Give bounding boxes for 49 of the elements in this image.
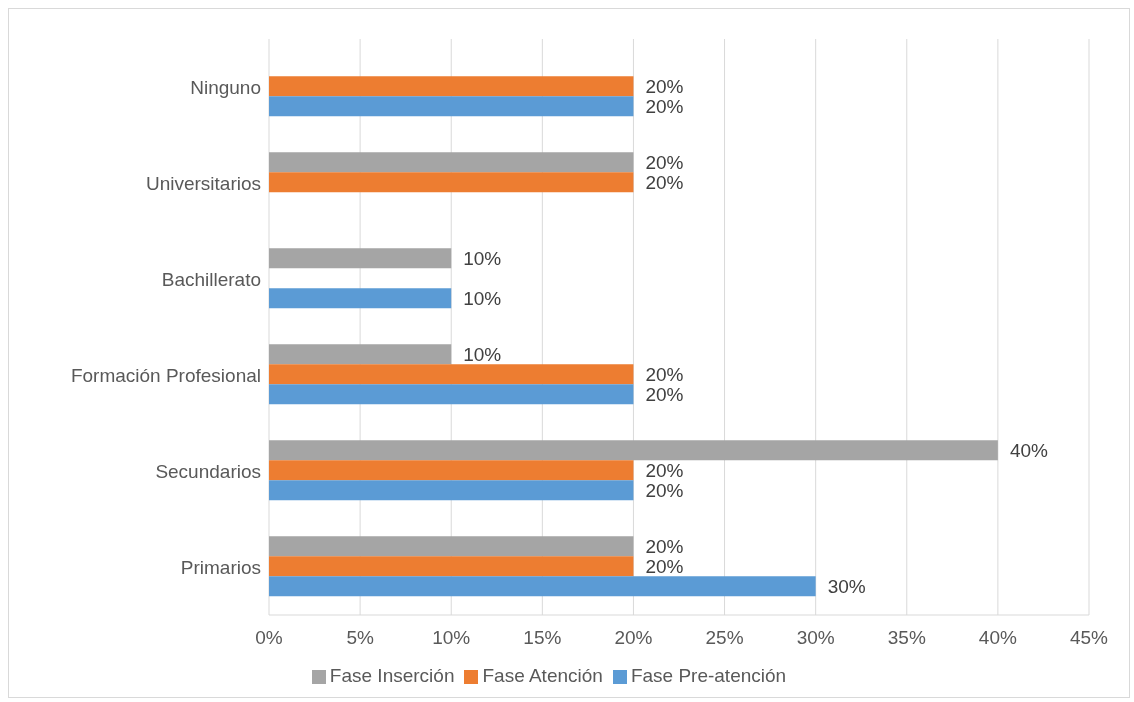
bar bbox=[269, 344, 452, 365]
bar bbox=[269, 384, 634, 405]
bar bbox=[269, 536, 634, 557]
x-tick-label: 30% bbox=[796, 627, 835, 649]
bar bbox=[269, 460, 634, 481]
data-label: 20% bbox=[645, 536, 684, 558]
bar bbox=[269, 440, 998, 461]
bar bbox=[269, 152, 634, 173]
x-tick-label: 10% bbox=[432, 627, 471, 649]
data-label: 10% bbox=[463, 344, 502, 366]
legend-label: Fase Pre-atención bbox=[630, 665, 787, 686]
x-tick-label: 20% bbox=[614, 627, 653, 649]
bar bbox=[269, 76, 634, 97]
x-tick-label: 40% bbox=[978, 627, 1018, 649]
data-label: 20% bbox=[645, 172, 684, 194]
bar bbox=[269, 576, 816, 597]
data-label: 10% bbox=[463, 248, 502, 270]
y-tick-label: Primarios bbox=[180, 556, 261, 578]
x-tick-label: 15% bbox=[523, 627, 562, 649]
y-tick-label: Formación Profesional bbox=[70, 364, 261, 386]
data-label: 20% bbox=[645, 152, 684, 174]
x-tick-label: 45% bbox=[1069, 627, 1109, 649]
y-tick-label: Universitarios bbox=[145, 172, 261, 194]
data-label: 40% bbox=[1009, 440, 1049, 462]
data-label: 20% bbox=[645, 96, 684, 118]
data-label: 20% bbox=[645, 556, 684, 578]
x-tick-label: 35% bbox=[887, 627, 926, 649]
data-label: 20% bbox=[645, 480, 684, 502]
bar bbox=[269, 248, 452, 269]
data-label: 20% bbox=[645, 460, 684, 482]
bar bbox=[269, 96, 634, 117]
data-label: 30% bbox=[827, 576, 866, 598]
y-tick-label: Secundarios bbox=[155, 460, 261, 482]
data-label: 20% bbox=[645, 364, 684, 386]
x-tick-label: 0% bbox=[255, 627, 283, 649]
x-tick-label: 5% bbox=[346, 627, 374, 649]
data-label: 20% bbox=[645, 384, 684, 406]
y-tick-label: Ninguno bbox=[190, 76, 261, 98]
bar bbox=[269, 288, 452, 309]
legend-label: Fase Atención bbox=[482, 665, 603, 686]
data-label: 20% bbox=[645, 76, 684, 98]
bar bbox=[269, 480, 634, 501]
data-label: 10% bbox=[463, 288, 502, 310]
bar bbox=[269, 172, 634, 193]
x-tick-label: 25% bbox=[705, 627, 744, 649]
y-tick-label: Bachillerato bbox=[161, 268, 261, 290]
bar bbox=[269, 556, 634, 577]
legend-label: Fase Inserción bbox=[329, 665, 455, 686]
bar bbox=[269, 364, 634, 385]
